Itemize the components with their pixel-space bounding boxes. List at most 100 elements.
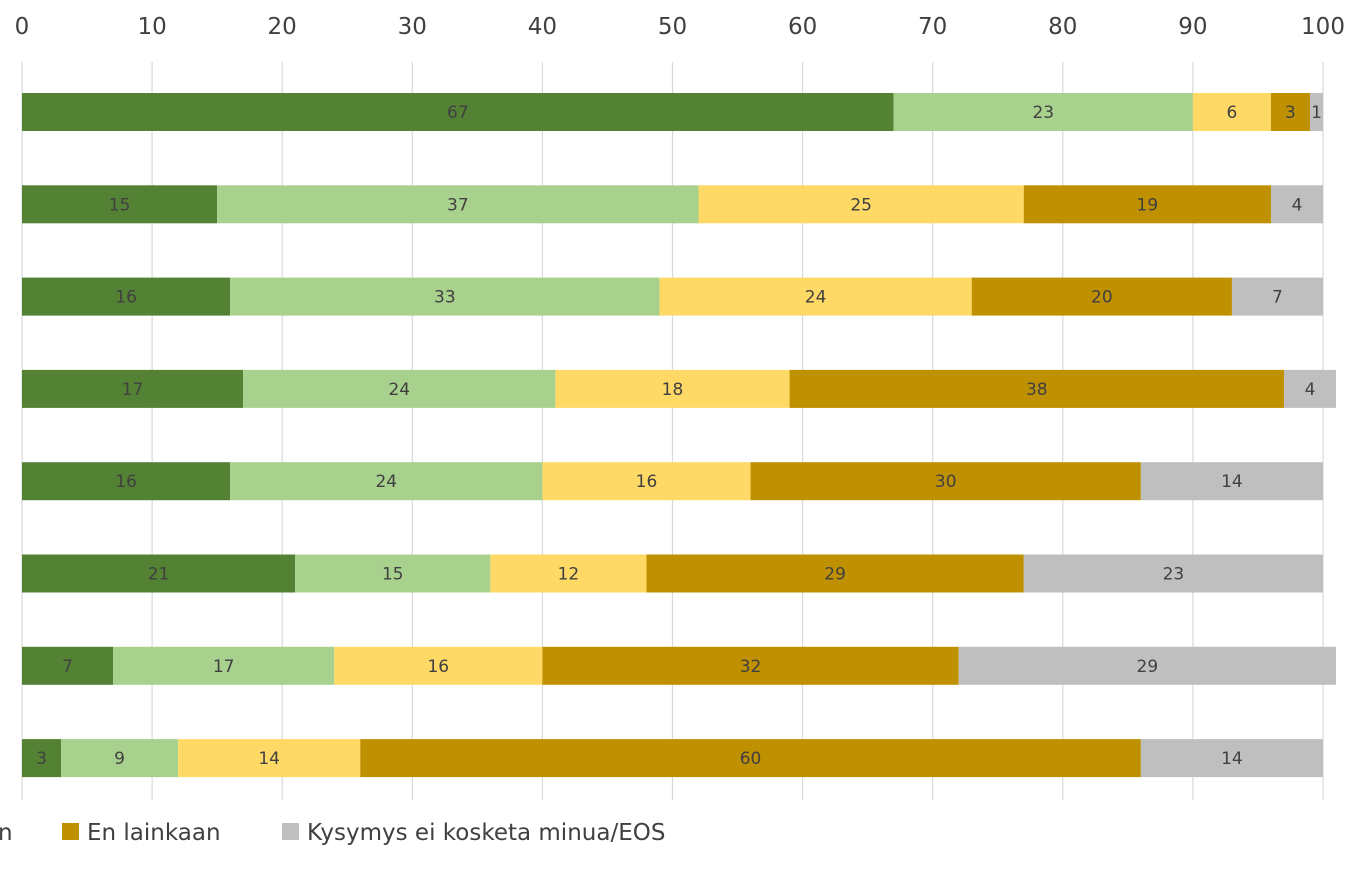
data-label: 17	[213, 657, 235, 677]
bar-segment	[1309, 93, 1323, 131]
data-label: 15	[109, 195, 131, 215]
data-label: 12	[558, 565, 580, 585]
x-tick-label: 50	[658, 14, 687, 40]
legend-swatch	[62, 823, 79, 840]
bar-segment	[971, 277, 1232, 316]
data-label: 23	[1163, 565, 1185, 585]
legend-swatch	[282, 823, 299, 840]
x-tick-label: 100	[1301, 14, 1345, 40]
data-label: 29	[824, 565, 846, 585]
bar-segments	[22, 93, 1337, 778]
x-axis-tick-labels: 0 10 20 30 40 50 60 70 80 90 100	[15, 14, 1345, 40]
data-label: 6	[1227, 103, 1238, 123]
x-tick-label: 90	[1178, 14, 1207, 40]
gridlines	[21, 62, 1324, 800]
data-label: 24	[805, 288, 827, 308]
bar-segment	[61, 739, 179, 778]
bar-segment	[698, 185, 1024, 224]
data-label: 20	[1091, 288, 1113, 308]
bar-segment	[893, 93, 1193, 131]
bar-segment	[22, 462, 231, 501]
bar-segment	[230, 277, 660, 316]
data-label: 17	[122, 380, 144, 400]
bar-segment	[1270, 185, 1323, 224]
legend: n En lainkaan Kysymys ei kosketa minua/EOS	[0, 820, 665, 846]
bar-segment	[1283, 369, 1337, 408]
bar-segment	[1140, 739, 1323, 778]
data-label: 24	[388, 380, 410, 400]
data-label: 3	[1285, 103, 1296, 123]
x-tick-label: 80	[1048, 14, 1077, 40]
bar-segment	[295, 554, 491, 593]
bar-segment	[659, 277, 972, 316]
data-label: 4	[1305, 380, 1316, 400]
bar-segment	[22, 185, 218, 224]
legend-label: Kysymys ei kosketa minua/EOS	[307, 820, 665, 846]
bar-segment	[22, 277, 231, 316]
x-tick-label: 0	[15, 14, 30, 40]
bar-segment	[1023, 185, 1271, 224]
data-label: 16	[427, 657, 449, 677]
data-label: 21	[148, 565, 170, 585]
bar-segment	[1192, 93, 1271, 131]
bar-segment	[750, 462, 1141, 501]
data-label: 19	[1137, 195, 1159, 215]
data-label: 4	[1292, 195, 1303, 215]
bar-segment	[22, 93, 894, 131]
data-label: 14	[1221, 749, 1243, 769]
data-label: 7	[1272, 288, 1283, 308]
bar-segment	[542, 462, 751, 501]
x-tick-label: 40	[528, 14, 557, 40]
bar-segment	[22, 369, 244, 408]
bar-segment	[542, 646, 959, 685]
bar-segment	[1140, 462, 1323, 501]
bar-segment	[1270, 93, 1310, 131]
bar-segment	[178, 739, 361, 778]
data-label: 38	[1026, 380, 1048, 400]
data-labels: 67 23 6 3 115 37 25 19 416 33 24 20 717 24 18 38 416 24 16…	[36, 103, 1322, 769]
x-tick-label: 60	[788, 14, 817, 40]
x-tick-label: 20	[268, 14, 297, 40]
bar-segment	[230, 462, 543, 501]
data-label: 7	[62, 657, 73, 677]
data-label: 32	[740, 657, 762, 677]
bar-segment	[1231, 277, 1323, 316]
data-label: 14	[258, 749, 280, 769]
bar-segment	[555, 369, 790, 408]
data-label: 24	[375, 472, 397, 492]
bar-segment	[789, 369, 1284, 408]
data-label: 23	[1032, 103, 1054, 123]
data-label: 15	[382, 565, 404, 585]
bar-segment	[1023, 554, 1323, 593]
legend-label: En lainkaan	[87, 820, 221, 846]
data-label: 16	[115, 472, 137, 492]
x-tick-label: 10	[137, 14, 166, 40]
bar-segment	[360, 739, 1141, 778]
data-label: 14	[1221, 472, 1243, 492]
bar-segment	[958, 646, 1337, 685]
bar-segment	[113, 646, 335, 685]
data-label: 16	[115, 288, 137, 308]
bar-segment	[22, 739, 62, 778]
data-label: 16	[636, 472, 658, 492]
legend-label: n	[0, 820, 13, 846]
x-tick-label: 30	[398, 14, 427, 40]
data-label: 3	[36, 749, 47, 769]
data-label: 37	[447, 195, 469, 215]
data-label: 29	[1137, 657, 1159, 677]
bar-segment	[217, 185, 699, 224]
bar-segment	[490, 554, 647, 593]
data-label: 67	[447, 103, 469, 123]
bar-segment	[243, 369, 556, 408]
bar-segment	[22, 554, 296, 593]
data-label: 25	[850, 195, 872, 215]
x-tick-label: 70	[918, 14, 947, 40]
data-label: 1	[1311, 103, 1322, 123]
data-label: 30	[935, 472, 957, 492]
bar-segment	[22, 646, 114, 685]
data-label: 33	[434, 288, 456, 308]
bar-segment	[646, 554, 1024, 593]
data-label: 18	[662, 380, 684, 400]
data-label: 60	[740, 749, 762, 769]
